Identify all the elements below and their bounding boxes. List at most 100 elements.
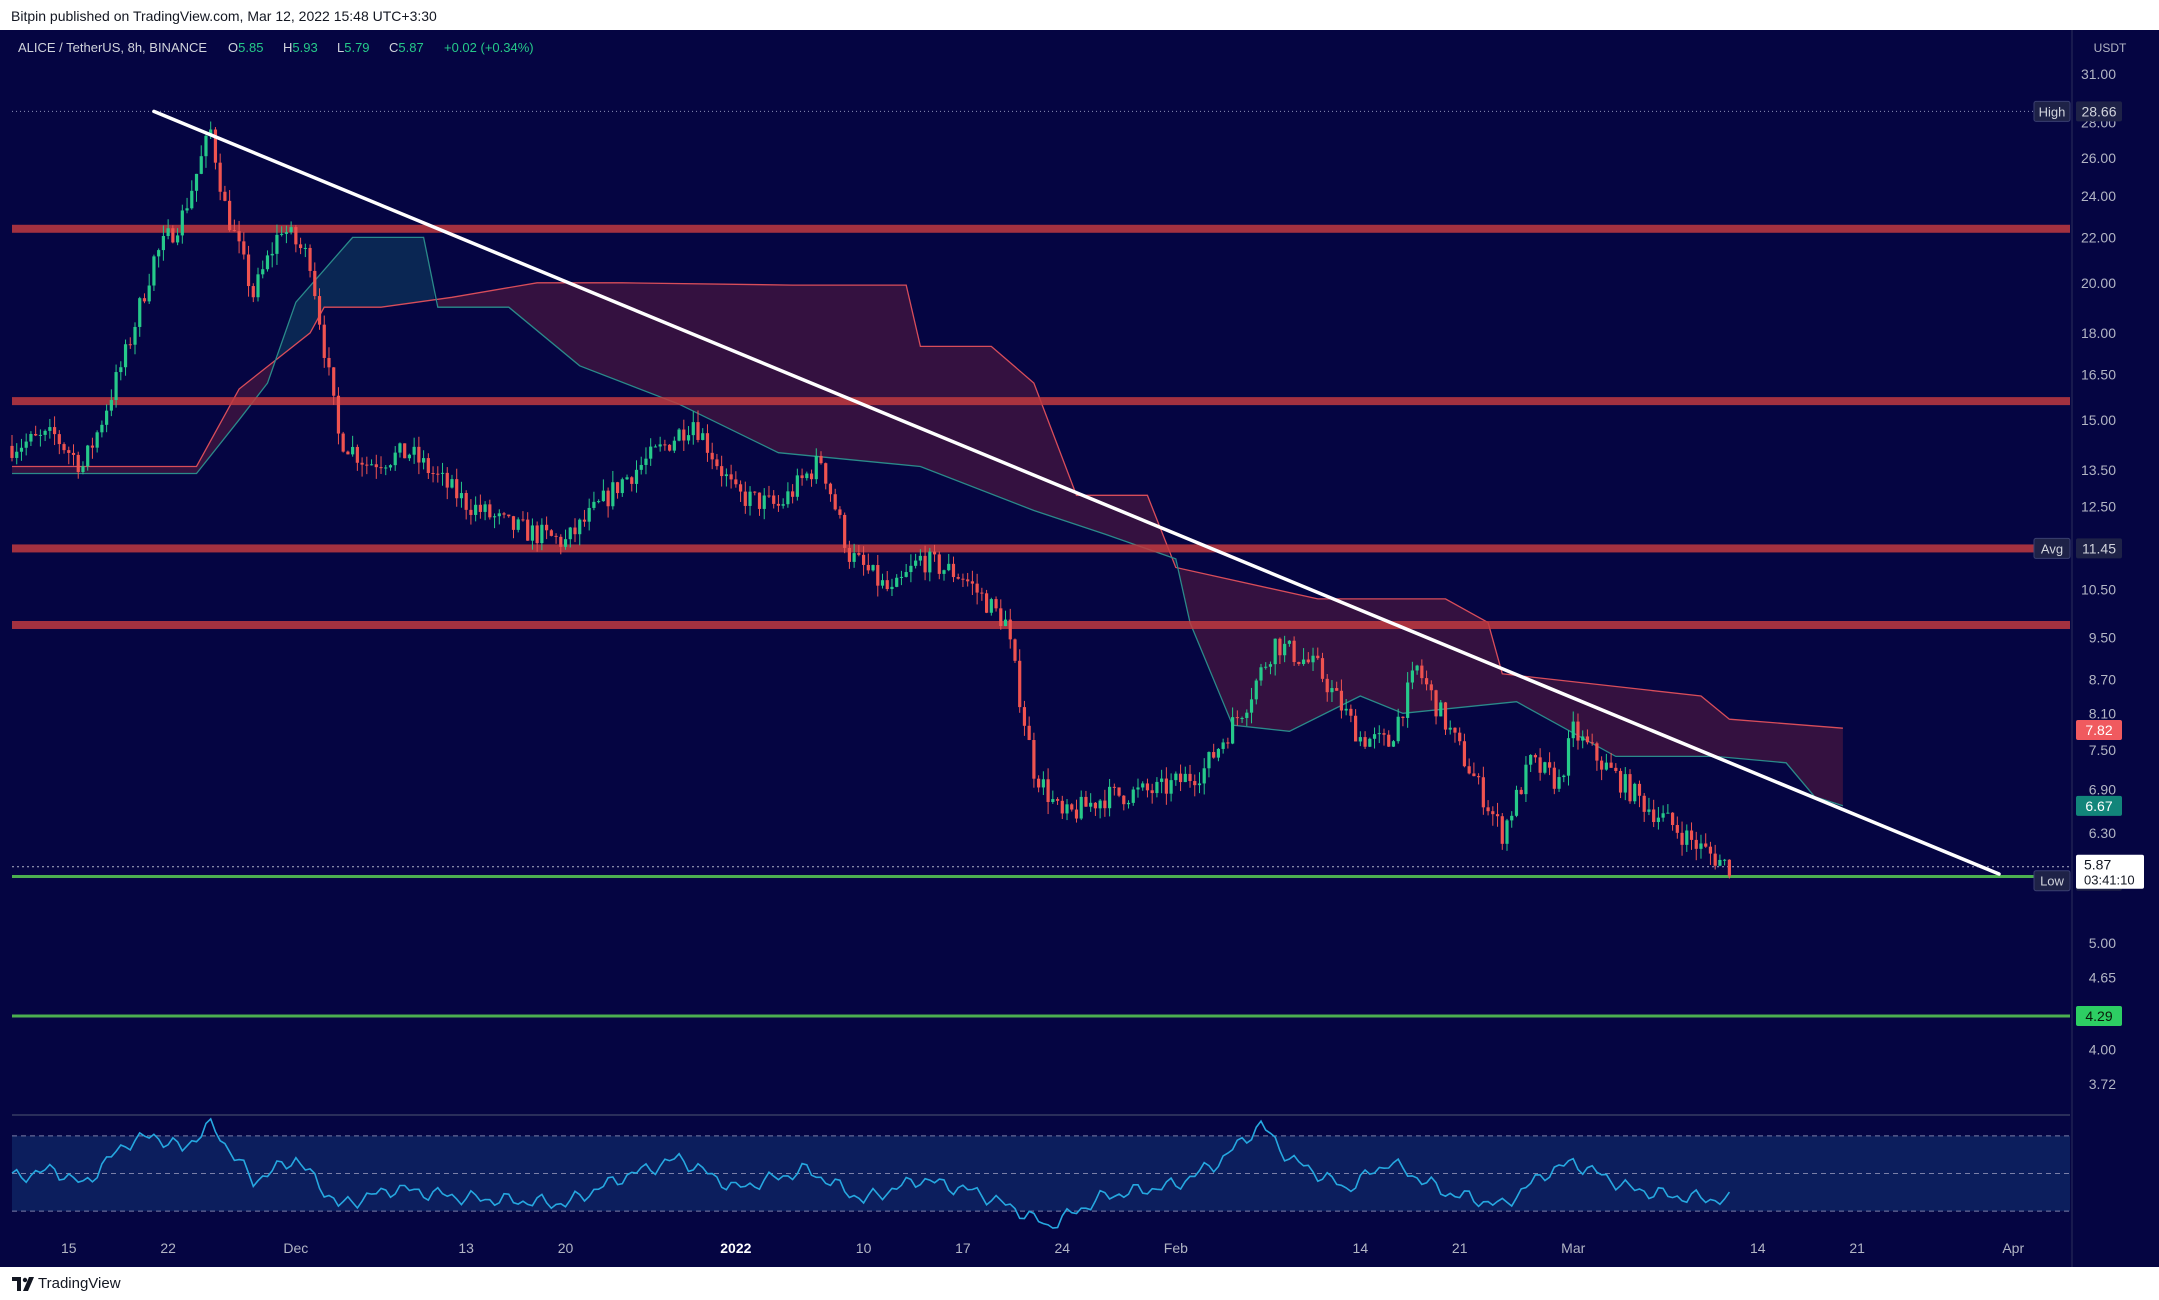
candle-body-219 (1046, 779, 1050, 803)
time-tick-label: 17 (955, 1240, 971, 1256)
candle-body-302 (1439, 702, 1443, 717)
price-axis[interactable]: 31.0028.0026.0024.0022.0020.0018.0016.50… (2033, 30, 2159, 1267)
candle-body-7 (43, 430, 47, 435)
candle-body-12 (67, 450, 71, 453)
candle-body-177 (847, 547, 851, 562)
candle-body-360 (1713, 853, 1717, 866)
candle-body-336 (1600, 760, 1604, 770)
candle-body-25 (128, 344, 132, 346)
price-tick-label: 22.00 (2081, 229, 2116, 245)
candle-body-251 (1197, 783, 1202, 786)
price-tick-label: 18.00 (2081, 325, 2116, 341)
candle-body-265 (1264, 666, 1268, 668)
price-tick-label: 8.70 (2089, 671, 2116, 687)
price-pane-background[interactable] (12, 30, 2070, 1113)
chart-area[interactable]: 75.0050.0025.0035.77 31.0028.0026.0024.0… (0, 30, 2159, 1267)
time-tick-label: Dec (283, 1240, 308, 1256)
candle-body-181 (866, 564, 870, 571)
svg-text:O5.85: O5.85 (228, 40, 263, 55)
candle-body-98 (474, 504, 478, 515)
candle-body-341 (1623, 774, 1627, 793)
candle-body-315 (1500, 816, 1504, 844)
resistance-zone-1[interactable] (12, 397, 2070, 406)
avg-marker-label: Avg (2041, 541, 2063, 556)
price-axis-background[interactable] (2073, 30, 2159, 1267)
candle-body-215 (1027, 725, 1031, 741)
candle-body-66 (322, 324, 326, 358)
candle-body-142 (682, 429, 686, 441)
candle-body-182 (871, 565, 875, 571)
candle-body-307 (1462, 741, 1467, 767)
candle-body-326 (1552, 767, 1556, 789)
high-marker-value-bg (2076, 101, 2122, 122)
candle-body-8 (48, 427, 52, 431)
price-tag-3-bg (2076, 1006, 2122, 1027)
candle-body-262 (1249, 699, 1254, 713)
price-tag-0-bg (2076, 720, 2122, 741)
candle-body-355 (1689, 830, 1694, 840)
footer-brand[interactable]: TradingView (38, 1275, 121, 1292)
price-tick-label: 6.30 (2089, 825, 2116, 841)
price-tick-label: 4.00 (2089, 1041, 2116, 1057)
candle-body-260 (1240, 717, 1244, 719)
candle-body-334 (1590, 742, 1594, 744)
high-marker-value: 28.66 (2081, 103, 2116, 119)
candle-body-122 (587, 507, 591, 522)
time-axis[interactable]: 15 22 Dec 13 20 2022 10 17 24 Feb 14 21 Mar 14 21 Apr (12, 1232, 2070, 1262)
candle-body-34 (171, 228, 175, 243)
chart-svg[interactable]: 75.0050.0025.0035.77 31.0028.0026.0024.0… (0, 30, 2159, 1267)
candle-body-221 (1055, 799, 1060, 801)
candle-body-41 (204, 135, 208, 157)
candle-body-191 (914, 560, 918, 566)
candle-body-51 (251, 286, 255, 298)
candle-body-344 (1637, 783, 1642, 796)
candle-body-90 (436, 473, 440, 475)
candle-body-52 (256, 274, 260, 298)
candle-body-257 (1226, 742, 1230, 744)
candle-body-135 (649, 446, 653, 459)
candle-body-126 (606, 490, 610, 507)
price-tick-label: 10.50 (2081, 582, 2116, 598)
candle-body-9 (52, 427, 57, 435)
candle-body-101 (488, 504, 492, 518)
candle-body-223 (1065, 804, 1069, 814)
candle-body-294 (1401, 716, 1405, 718)
resistance-zone-2[interactable] (12, 544, 2070, 553)
candle-body-108 (521, 519, 525, 521)
time-axis-background[interactable] (12, 1232, 2070, 1262)
candle-body-353 (1680, 832, 1684, 845)
candle-body-178 (852, 553, 856, 562)
candle-body-313 (1491, 811, 1495, 815)
candle-body-72 (351, 446, 355, 455)
candle-body-115 (554, 535, 558, 537)
candle-body-63 (308, 247, 312, 271)
candle-body-284 (1354, 715, 1358, 742)
candle-body-226 (1079, 796, 1083, 819)
candle-body-335 (1595, 743, 1599, 761)
candle-body-202 (966, 579, 970, 582)
candle-body-14 (76, 454, 80, 473)
candle-body-64 (313, 270, 317, 297)
candle-body-361 (1718, 859, 1722, 866)
high-marker-label-bg (2033, 100, 2071, 122)
cloud-span-a (12, 282, 1843, 729)
resistance-zone-0[interactable] (12, 224, 2070, 233)
descending-trendline[interactable] (152, 109, 2001, 876)
candle-body-214 (1022, 707, 1027, 726)
candle-body-82 (398, 443, 402, 453)
price-tick-label: 12.50 (2081, 499, 2116, 515)
candle-body-317 (1510, 815, 1514, 821)
candle-body-314 (1495, 814, 1500, 817)
candle-body-218 (1041, 779, 1045, 788)
candle-body-216 (1032, 740, 1036, 779)
resistance-zone-3[interactable] (12, 620, 2070, 629)
tradingview-logo-icon[interactable] (12, 1277, 34, 1291)
price-unit-label: USDT (2094, 41, 2127, 55)
candle-body-228 (1089, 802, 1093, 807)
candle-body-3 (24, 441, 28, 448)
candle-body-97 (469, 509, 473, 515)
candle-body-23 (119, 367, 123, 373)
candle-body-13 (71, 452, 76, 455)
candle-body-148 (710, 452, 714, 460)
candle-body-174 (833, 494, 837, 510)
